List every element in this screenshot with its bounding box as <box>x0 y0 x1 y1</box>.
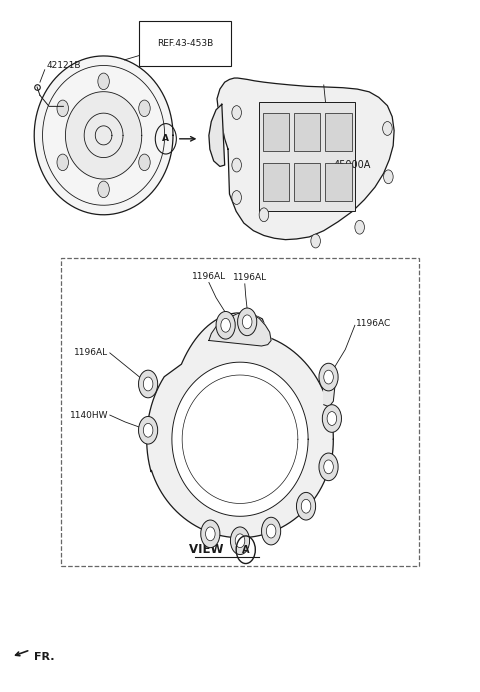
FancyBboxPatch shape <box>263 113 289 152</box>
Circle shape <box>266 524 276 538</box>
Circle shape <box>139 154 150 171</box>
Circle shape <box>383 122 392 136</box>
FancyBboxPatch shape <box>259 102 355 211</box>
Text: A: A <box>162 134 169 143</box>
Circle shape <box>297 493 316 520</box>
Circle shape <box>311 234 321 248</box>
Circle shape <box>232 190 241 204</box>
Polygon shape <box>172 362 308 516</box>
Circle shape <box>98 73 109 90</box>
Circle shape <box>221 318 230 332</box>
Circle shape <box>327 412 336 426</box>
Circle shape <box>216 311 235 339</box>
Circle shape <box>57 154 69 171</box>
Circle shape <box>57 100 69 117</box>
Polygon shape <box>84 113 123 158</box>
Circle shape <box>323 405 341 432</box>
Circle shape <box>319 453 338 481</box>
Circle shape <box>139 370 157 398</box>
Polygon shape <box>65 91 142 179</box>
Text: VIEW: VIEW <box>190 543 228 556</box>
Circle shape <box>301 500 311 513</box>
Circle shape <box>232 106 241 120</box>
Circle shape <box>324 460 333 474</box>
Text: REF.43-453B: REF.43-453B <box>157 39 213 48</box>
Text: FR.: FR. <box>34 652 55 662</box>
Polygon shape <box>95 126 112 145</box>
Polygon shape <box>209 313 271 346</box>
Text: 1196AL: 1196AL <box>192 272 226 281</box>
Circle shape <box>242 315 252 329</box>
Circle shape <box>262 518 281 545</box>
Polygon shape <box>43 66 165 206</box>
Circle shape <box>144 377 153 391</box>
Circle shape <box>259 208 269 221</box>
Text: 1196AC: 1196AC <box>356 320 392 329</box>
Polygon shape <box>147 313 333 538</box>
Polygon shape <box>217 78 394 239</box>
Circle shape <box>98 181 109 198</box>
Circle shape <box>139 417 157 444</box>
Polygon shape <box>324 377 335 407</box>
Circle shape <box>232 158 241 172</box>
Circle shape <box>235 534 245 547</box>
FancyBboxPatch shape <box>294 113 321 152</box>
Circle shape <box>201 520 220 547</box>
Text: 45000A: 45000A <box>333 160 371 170</box>
Circle shape <box>319 363 338 391</box>
Circle shape <box>144 424 153 437</box>
FancyBboxPatch shape <box>325 163 351 201</box>
FancyBboxPatch shape <box>294 163 321 201</box>
Text: 42121B: 42121B <box>46 61 81 70</box>
Text: 1196AL: 1196AL <box>74 348 108 357</box>
Polygon shape <box>209 104 225 167</box>
Circle shape <box>230 527 250 554</box>
Circle shape <box>238 308 257 336</box>
FancyBboxPatch shape <box>263 163 289 201</box>
Circle shape <box>205 527 215 540</box>
Text: A: A <box>242 545 250 555</box>
Text: 1196AL: 1196AL <box>232 273 266 282</box>
Circle shape <box>384 170 393 183</box>
Circle shape <box>139 100 150 117</box>
Text: 1140HW: 1140HW <box>70 410 108 419</box>
FancyBboxPatch shape <box>325 113 351 152</box>
Polygon shape <box>34 56 173 215</box>
Circle shape <box>355 220 364 234</box>
Circle shape <box>324 370 333 384</box>
